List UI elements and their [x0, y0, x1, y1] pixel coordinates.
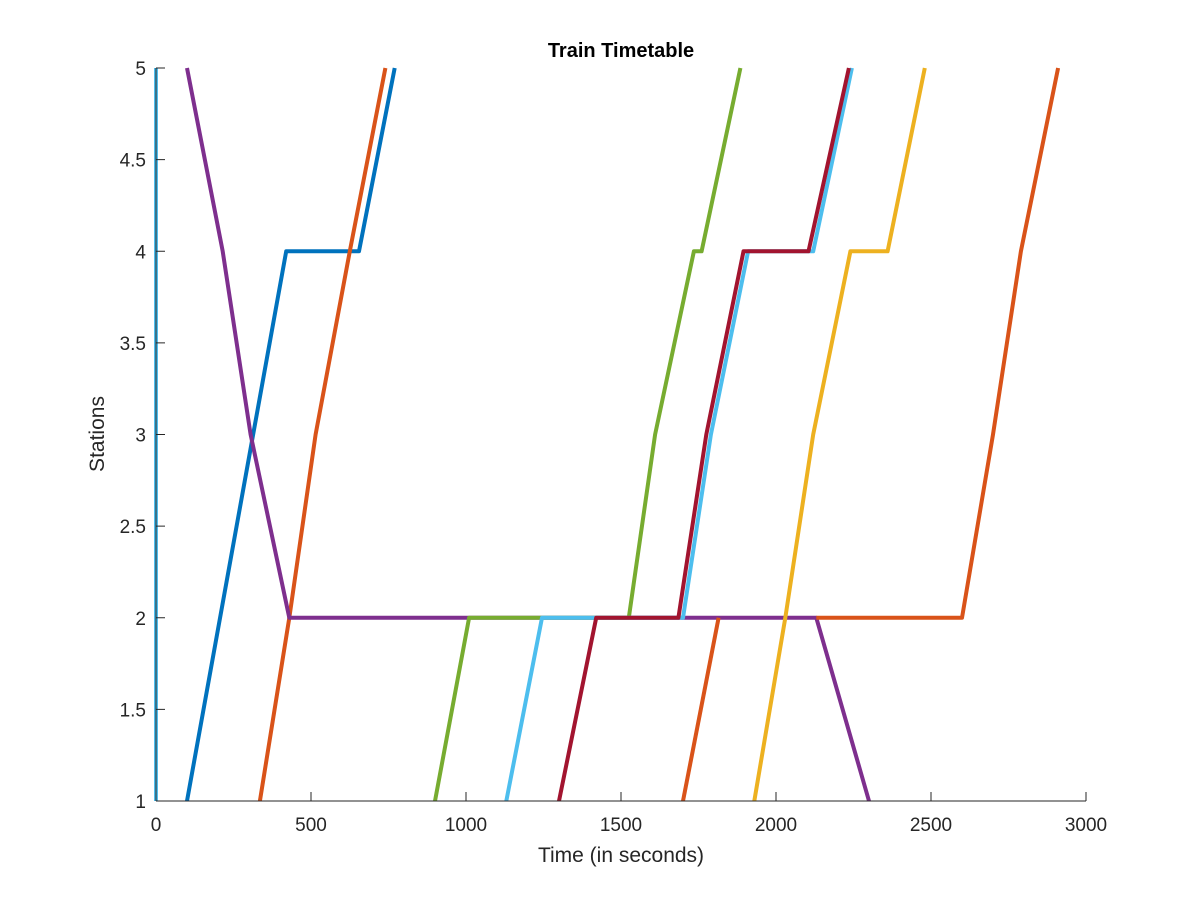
x-tick-label: 1500 [600, 815, 642, 836]
y-tick-label: 3 [135, 426, 146, 447]
x-tick-label: 500 [295, 815, 327, 836]
x-axis-label: Time (in seconds) [538, 844, 704, 867]
x-tick-label: 2500 [910, 815, 952, 836]
series-line-4 [185, 67, 871, 802]
series-line-9 [752, 67, 927, 802]
series-line-2 [185, 67, 397, 802]
x-tick-label: 3000 [1065, 815, 1107, 836]
x-tick-label: 2000 [755, 815, 797, 836]
y-tick-label: 2 [135, 609, 146, 630]
chart-title: Train Timetable [548, 40, 694, 62]
series-line-10 [816, 67, 1061, 620]
y-tick-label: 2.5 [120, 517, 146, 538]
series-line-3 [257, 67, 388, 802]
x-ticks: 0 500 1000 1500 2000 2500 3000 [151, 792, 1107, 836]
series-line-7 [557, 67, 851, 802]
series-line-6 [504, 67, 854, 802]
y-tick-label: 5 [135, 59, 146, 80]
y-tick-label: 1.5 [120, 700, 146, 721]
x-tick-label: 1000 [445, 815, 487, 836]
y-axis-label: Stations [86, 396, 109, 472]
plot-lines [154, 67, 1061, 802]
y-tick-label: 4 [135, 242, 146, 263]
series-line-5 [433, 67, 743, 802]
x-tick-label: 0 [151, 815, 162, 836]
series-line-8 [681, 617, 721, 802]
y-tick-label: 3.5 [120, 334, 146, 355]
y-ticks: 1 1.5 2 2.5 3 3.5 4 4.5 5 [120, 59, 165, 813]
axes [155, 68, 1086, 802]
y-tick-label: 1 [135, 792, 146, 813]
y-tick-label: 4.5 [120, 151, 146, 172]
